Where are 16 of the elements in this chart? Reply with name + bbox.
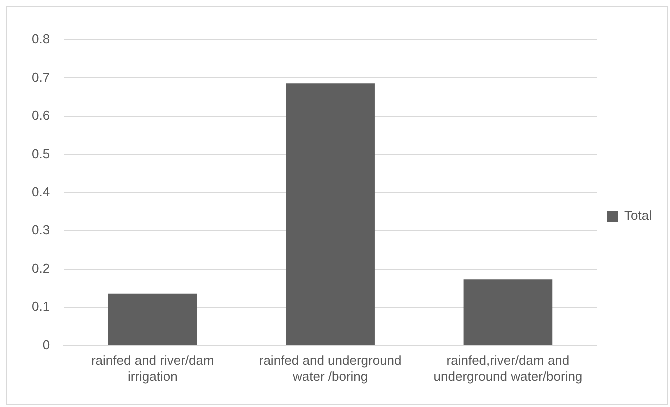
legend-label: Total: [624, 208, 652, 224]
bar: [286, 84, 375, 346]
bar: [108, 294, 198, 346]
bar: [464, 280, 553, 346]
y-tick-label: 0.7: [32, 70, 50, 85]
y-tick-label: 0.2: [32, 260, 50, 276]
y-tick-label: 0.3: [32, 222, 50, 238]
y-tick-label: 0: [42, 337, 50, 352]
x-tick-label: rainfed and underground water /boring: [259, 353, 402, 384]
y-tick-label: 0.5: [32, 146, 50, 162]
x-tick-label: rainfed and river/dam irrigation: [91, 353, 214, 384]
y-tick-label: 0.6: [32, 108, 50, 124]
x-tick-label: rainfed,river/dam and underground water/boring: [434, 353, 583, 384]
y-tick-label: 0.4: [32, 184, 50, 200]
y-tick-label: 0.1: [32, 299, 50, 314]
y-tick-label: 0.8: [32, 32, 50, 47]
